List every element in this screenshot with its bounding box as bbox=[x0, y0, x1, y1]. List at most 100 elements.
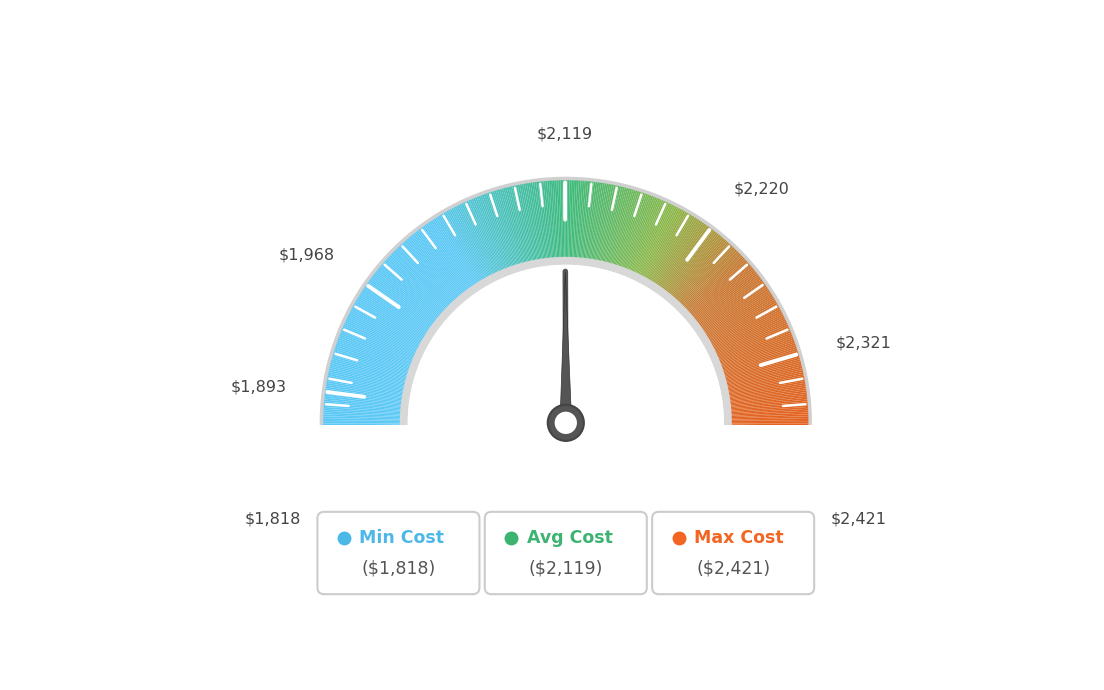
Wedge shape bbox=[719, 468, 800, 494]
Wedge shape bbox=[723, 450, 807, 466]
Wedge shape bbox=[657, 222, 707, 293]
Wedge shape bbox=[325, 448, 408, 463]
Wedge shape bbox=[724, 397, 809, 408]
Wedge shape bbox=[573, 179, 578, 264]
Wedge shape bbox=[376, 266, 444, 322]
FancyBboxPatch shape bbox=[485, 512, 647, 594]
Wedge shape bbox=[508, 185, 530, 268]
Wedge shape bbox=[327, 370, 411, 389]
Wedge shape bbox=[323, 445, 408, 460]
Wedge shape bbox=[560, 179, 563, 264]
Wedge shape bbox=[443, 211, 486, 285]
Wedge shape bbox=[487, 191, 516, 272]
Wedge shape bbox=[721, 368, 805, 388]
Wedge shape bbox=[321, 407, 406, 413]
Wedge shape bbox=[720, 464, 802, 489]
Wedge shape bbox=[721, 370, 805, 389]
Wedge shape bbox=[321, 420, 406, 422]
Wedge shape bbox=[720, 357, 802, 381]
Wedge shape bbox=[463, 201, 499, 279]
Wedge shape bbox=[484, 193, 513, 273]
Wedge shape bbox=[386, 255, 450, 314]
Wedge shape bbox=[322, 433, 407, 440]
Wedge shape bbox=[321, 414, 406, 419]
FancyBboxPatch shape bbox=[318, 512, 479, 594]
Wedge shape bbox=[329, 359, 412, 382]
Wedge shape bbox=[383, 259, 447, 317]
Wedge shape bbox=[412, 232, 466, 299]
Wedge shape bbox=[321, 416, 406, 420]
Wedge shape bbox=[332, 350, 414, 376]
Wedge shape bbox=[331, 467, 413, 492]
Wedge shape bbox=[716, 473, 798, 501]
Wedge shape bbox=[510, 184, 531, 268]
Wedge shape bbox=[507, 186, 528, 268]
Wedge shape bbox=[322, 403, 407, 411]
Wedge shape bbox=[684, 261, 750, 318]
Wedge shape bbox=[467, 199, 502, 277]
Wedge shape bbox=[722, 373, 806, 392]
Wedge shape bbox=[595, 183, 613, 266]
Wedge shape bbox=[367, 279, 437, 331]
Wedge shape bbox=[605, 186, 627, 268]
Wedge shape bbox=[716, 475, 797, 504]
Wedge shape bbox=[321, 418, 406, 421]
Wedge shape bbox=[323, 443, 407, 455]
Wedge shape bbox=[323, 442, 407, 453]
Wedge shape bbox=[661, 228, 714, 296]
Wedge shape bbox=[724, 442, 808, 453]
Wedge shape bbox=[725, 427, 810, 431]
Wedge shape bbox=[475, 195, 507, 275]
Wedge shape bbox=[375, 268, 443, 323]
Wedge shape bbox=[516, 184, 534, 267]
Wedge shape bbox=[714, 335, 795, 367]
Wedge shape bbox=[652, 218, 700, 290]
Wedge shape bbox=[671, 239, 729, 304]
Wedge shape bbox=[673, 243, 733, 306]
Wedge shape bbox=[327, 368, 411, 388]
Wedge shape bbox=[660, 226, 711, 295]
Wedge shape bbox=[711, 322, 789, 358]
Wedge shape bbox=[454, 205, 493, 281]
Wedge shape bbox=[549, 179, 556, 264]
Wedge shape bbox=[453, 206, 492, 282]
Wedge shape bbox=[703, 300, 778, 344]
Wedge shape bbox=[658, 223, 708, 293]
Wedge shape bbox=[677, 247, 736, 309]
Wedge shape bbox=[329, 462, 412, 485]
Wedge shape bbox=[581, 179, 591, 264]
Wedge shape bbox=[336, 339, 416, 369]
Wedge shape bbox=[630, 199, 666, 277]
Wedge shape bbox=[631, 200, 668, 278]
Wedge shape bbox=[692, 273, 761, 326]
Wedge shape bbox=[407, 236, 464, 302]
Wedge shape bbox=[321, 408, 406, 415]
Wedge shape bbox=[699, 287, 771, 335]
Wedge shape bbox=[322, 400, 407, 408]
Wedge shape bbox=[538, 180, 549, 264]
Wedge shape bbox=[725, 429, 810, 435]
Wedge shape bbox=[668, 236, 724, 302]
Wedge shape bbox=[325, 446, 408, 461]
Wedge shape bbox=[540, 179, 550, 264]
Wedge shape bbox=[321, 424, 406, 427]
Wedge shape bbox=[719, 466, 802, 491]
Wedge shape bbox=[374, 269, 442, 324]
Wedge shape bbox=[338, 334, 417, 366]
Wedge shape bbox=[725, 422, 810, 424]
Wedge shape bbox=[720, 359, 803, 382]
Wedge shape bbox=[393, 248, 454, 310]
Wedge shape bbox=[532, 181, 545, 265]
Wedge shape bbox=[322, 435, 407, 444]
Wedge shape bbox=[720, 461, 803, 483]
Wedge shape bbox=[702, 295, 775, 341]
Wedge shape bbox=[723, 386, 808, 400]
Wedge shape bbox=[384, 258, 448, 316]
Wedge shape bbox=[708, 312, 784, 351]
Wedge shape bbox=[700, 292, 773, 339]
Wedge shape bbox=[535, 180, 548, 265]
Wedge shape bbox=[673, 242, 732, 306]
Wedge shape bbox=[586, 181, 599, 265]
Wedge shape bbox=[688, 265, 753, 321]
Wedge shape bbox=[693, 277, 763, 328]
